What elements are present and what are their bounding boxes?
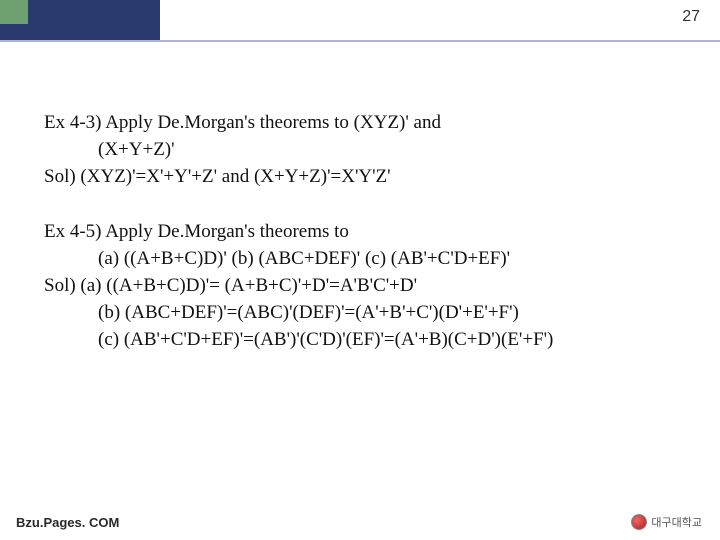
ex45-solution-b: (b) (ABC+DEF)'=(ABC)'(DEF)'=(A'+B'+C')(D…	[44, 300, 692, 327]
ex43-prompt-line2: (X+Y+Z)'	[44, 137, 692, 164]
logo-icon	[631, 514, 647, 530]
header-band: 27	[0, 0, 720, 50]
slide-content: Ex 4-3) Apply De.Morgan's theorems to (X…	[44, 110, 692, 382]
footer-text: Bzu.Pages. COM	[16, 515, 119, 530]
ex43-prompt-line1: Ex 4-3) Apply De.Morgan's theorems to (X…	[44, 110, 692, 137]
ex45-solution-c: (c) (AB'+C'D+EF)'=(AB')'(C'D)'(EF)'=(A'+…	[44, 327, 692, 354]
logo-label: 대구대학교	[651, 514, 702, 530]
ex45-prompt-line2: (a) ((A+B+C)D)' (b) (ABC+DEF)' (c) (AB'+…	[44, 246, 692, 273]
example-4-5: Ex 4-5) Apply De.Morgan's theorems to (a…	[44, 219, 692, 354]
example-4-3: Ex 4-3) Apply De.Morgan's theorems to (X…	[44, 110, 692, 191]
ex45-prompt-line1: Ex 4-5) Apply De.Morgan's theorems to	[44, 219, 692, 246]
header-accent-block	[0, 0, 28, 24]
ex43-solution: Sol) (XYZ)'=X'+Y'+Z' and (X+Y+Z)'=X'Y'Z'	[44, 164, 692, 191]
page-number: 27	[682, 8, 700, 26]
footer-logo: 대구대학교	[631, 514, 702, 530]
ex45-solution-a: Sol) (a) ((A+B+C)D)'= (A+B+C)'+D'=A'B'C'…	[44, 273, 692, 300]
header-rule	[0, 40, 720, 42]
